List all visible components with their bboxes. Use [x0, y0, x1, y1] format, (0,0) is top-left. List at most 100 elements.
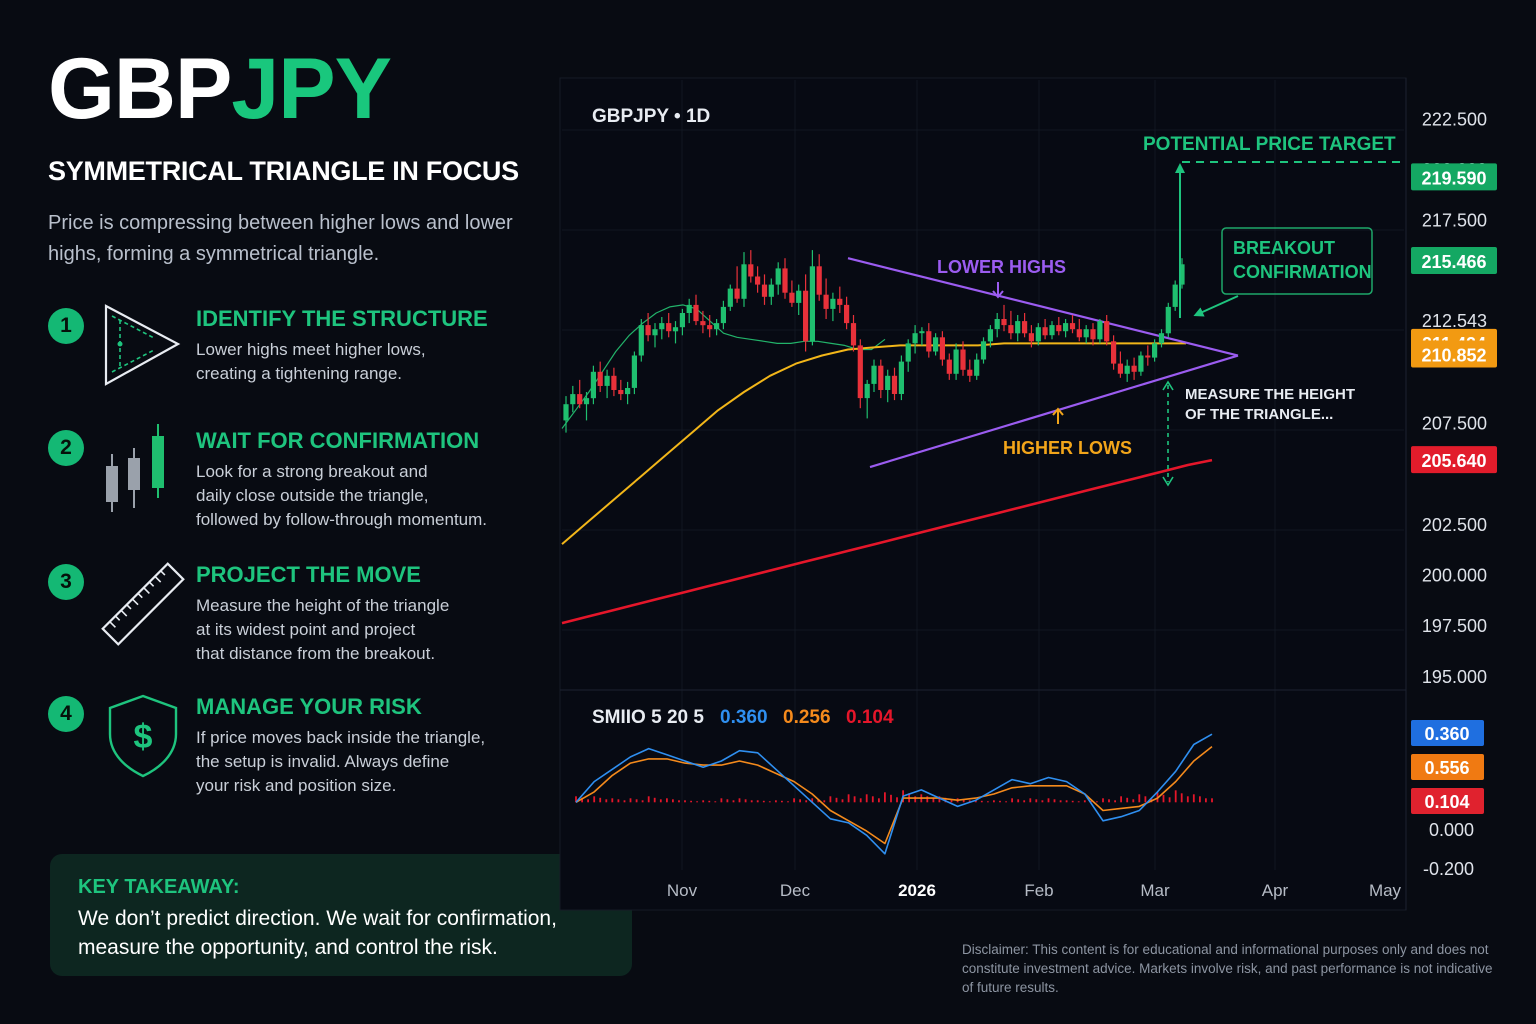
price-tag — [1411, 340, 1497, 368]
ruler-icon — [101, 562, 185, 646]
candle-body — [782, 268, 788, 293]
step-title: WAIT FOR CONFIRMATION — [196, 428, 480, 453]
intro-text: Price is compressing between higher lows… — [48, 212, 513, 265]
breakout-arrow — [1193, 295, 1239, 317]
moving-average-fast — [561, 304, 886, 429]
candle-body — [1090, 329, 1096, 340]
step-title: IDENTIFY THE STRUCTURE — [196, 306, 488, 331]
disclaimer-text: Disclaimer: This content is for educatio… — [962, 942, 1493, 995]
time-axis-label: Dec — [780, 881, 811, 900]
candle-body — [898, 361, 904, 394]
step-number: 4 — [48, 696, 84, 732]
step-number: 3 — [48, 564, 84, 600]
candle-body — [789, 292, 795, 303]
candle-body — [864, 383, 870, 399]
title-gbp: GBP — [48, 41, 232, 137]
candle-body — [1015, 321, 1021, 334]
candle-body — [953, 349, 959, 374]
candle-body — [1022, 321, 1028, 334]
osc-tick-label: 0.000 — [1429, 820, 1474, 840]
candle-body — [1042, 327, 1048, 336]
candle-body — [679, 313, 685, 328]
key-takeaway-text: We don’t predict direction. We wait for … — [78, 907, 557, 959]
candle-body — [597, 371, 603, 386]
measure-arrowheads — [1162, 380, 1174, 487]
candle-body — [666, 323, 672, 332]
price-tick-label: 197.500 — [1422, 616, 1487, 636]
candle-body — [878, 365, 884, 390]
candles — [563, 250, 1185, 433]
step-manage-risk: 4 $ MANAGE YOUR RISK If price moves back… — [48, 694, 548, 806]
candle-body — [1165, 306, 1171, 334]
candle-body — [761, 284, 768, 297]
candle-body — [618, 390, 624, 395]
candles-icon — [106, 424, 164, 512]
osc-value-tag-label: 0.556 — [1424, 758, 1469, 778]
step-identify-structure: 1 IDENTIFY THE STRUCTURE Lower highs mee… — [48, 304, 548, 418]
candle-body — [1083, 329, 1089, 338]
candle-body — [714, 323, 720, 330]
candle-body — [1056, 325, 1062, 332]
step-wait-confirmation: 2 WAIT FOR CONFIRMATION Look for a stron… — [48, 424, 548, 540]
measure-label-line1: MEASURE THE HEIGHT — [1185, 386, 1355, 403]
candle-body — [645, 325, 651, 336]
step-description: Look for a strong breakout and daily clo… — [196, 462, 488, 529]
shield-dollar-icon: $ — [108, 694, 178, 778]
candle-body — [796, 290, 802, 303]
price-ticks: 222.500 217.500 212.543 207.500 202.500 200.0… — [1422, 109, 1487, 686]
candle-body — [720, 306, 726, 324]
candle-body — [1028, 333, 1034, 342]
candle-body — [857, 345, 863, 399]
candle-body — [570, 394, 576, 405]
oscillator — [575, 733, 1213, 855]
candle-body — [727, 288, 733, 307]
candle-body — [1145, 355, 1151, 358]
candle-body — [994, 319, 1000, 330]
osc-tick-label: -0.200 — [1423, 859, 1474, 879]
candle-body — [672, 327, 679, 332]
candle-body — [1035, 327, 1041, 342]
osc-value-tag-label: 0.360 — [1424, 724, 1469, 744]
candle-body — [1179, 264, 1185, 285]
time-axis-label: Apr — [1262, 881, 1289, 900]
candle-body — [905, 343, 911, 362]
candle-body — [638, 325, 644, 356]
candle-body — [707, 325, 713, 330]
lower-highs-arrow — [992, 282, 1004, 299]
page-subtitle: SYMMETRICAL TRIANGLE IN FOCUS — [48, 156, 519, 186]
candle-body — [577, 394, 583, 405]
candle-body — [1104, 321, 1110, 342]
osc-fast-line — [575, 733, 1213, 855]
candle-body — [960, 349, 966, 370]
osc-value-tag — [1411, 754, 1484, 780]
candle-body — [837, 298, 843, 305]
oscillator-tags: 0.360 0.556 0.104 0.000 -0.200 — [1411, 720, 1484, 879]
candle-body — [987, 329, 993, 342]
breakout-label-line1: BREAKOUT — [1233, 238, 1335, 258]
candle-body — [686, 304, 692, 313]
candle-body — [768, 284, 774, 297]
triangle-icon — [104, 304, 181, 386]
candle-body — [693, 304, 699, 322]
candle-body — [1063, 323, 1069, 332]
triangle-lines — [847, 257, 1239, 469]
price-tag-label: 210.852 — [1421, 345, 1486, 365]
candle-body — [939, 337, 945, 360]
osc-legend-fast: 0.360 — [720, 707, 768, 728]
candle-body — [919, 331, 925, 334]
time-axis-label: Mar — [1140, 881, 1170, 900]
candle-body — [933, 337, 939, 352]
candle-body — [844, 304, 850, 324]
price-tick-label: 222.500 — [1422, 109, 1487, 129]
triangle-lower-line — [869, 354, 1239, 469]
candle-body — [631, 355, 637, 388]
step-project-move: 3 PROJECT THE MOVE Measure the height of… — [48, 562, 548, 674]
time-axis-label: 2026 — [898, 881, 936, 900]
candle-body — [625, 388, 631, 395]
candle-body — [583, 398, 590, 405]
candle-body — [1158, 333, 1165, 344]
osc-value-tag — [1411, 720, 1484, 746]
candle-body — [1008, 325, 1014, 334]
